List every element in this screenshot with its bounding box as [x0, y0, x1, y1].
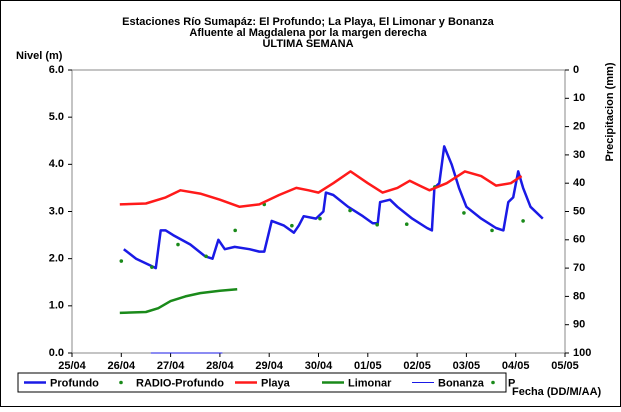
data-point: [462, 211, 466, 215]
x-tick-label: 04/05: [502, 360, 530, 372]
data-point: [490, 228, 494, 233]
x-tick-label: 27/04: [157, 360, 185, 372]
legend-label: Limonar: [348, 377, 392, 389]
y2-tick-label: 70: [573, 262, 585, 274]
y2-tick-label: 90: [573, 319, 585, 331]
y-tick-label: 0.0: [49, 347, 64, 359]
x-tick-label: 02/05: [403, 360, 431, 372]
y2-tick-label: 0: [573, 64, 579, 76]
data-point: [204, 254, 208, 259]
y2-tick-label: 10: [573, 92, 585, 104]
y2-tick-label: 30: [573, 149, 585, 161]
y2-tick-label: 60: [573, 234, 585, 246]
y2-tick-label: 50: [573, 205, 585, 217]
legend-label: Playa: [261, 377, 291, 389]
x-tick-label: 05/05: [551, 360, 579, 372]
legend-swatch: [491, 380, 495, 385]
series-line: [119, 170, 523, 209]
data-point: [375, 222, 379, 227]
chart-subtitle: Afluente al Magdalena por la margen dere…: [189, 27, 427, 39]
data-point: [290, 223, 294, 228]
data-point: [233, 228, 237, 233]
data-point: [521, 219, 525, 223]
y-tick-label: 1.0: [49, 300, 64, 312]
x-tick-label: 26/04: [108, 360, 136, 372]
y-tick-label: 6.0: [49, 64, 64, 76]
y-axis-label: Nivel (m): [16, 50, 63, 62]
x-axis-label: Fecha (DD/M/AA): [512, 386, 602, 398]
legend-label: RADIO-Profundo: [136, 377, 224, 389]
data-point: [150, 265, 154, 269]
data-point: [176, 242, 180, 247]
legend-label: P: [508, 377, 515, 389]
x-tick-label: 25/04: [58, 360, 86, 372]
legend-swatch: [119, 380, 123, 385]
x-tick-label: 28/04: [206, 360, 234, 372]
y-tick-label: 3.0: [49, 205, 64, 217]
legend-label: Profundo: [50, 377, 99, 389]
y2-tick-label: 80: [573, 290, 585, 302]
chart-title: Estaciones Río Sumapáz: El Profundo; La …: [122, 16, 495, 28]
data-point: [348, 208, 352, 213]
y2-tick-label: 40: [573, 177, 585, 189]
legend-label: Bonanza: [438, 377, 485, 389]
legend: [17, 372, 507, 393]
y2-axis-label: Precipitacion (mm): [604, 62, 616, 161]
x-tick-label: 30/04: [305, 360, 333, 372]
data-point: [404, 222, 409, 227]
x-tick-label: 01/05: [354, 360, 382, 372]
x-tick-label: 03/05: [453, 360, 481, 372]
data-point: [318, 216, 322, 221]
y-tick-label: 5.0: [49, 111, 64, 123]
y-tick-label: 2.0: [49, 253, 64, 265]
plot-area: [71, 69, 566, 354]
data-point: [119, 259, 124, 263]
chart-subtitle: ULTIMA SEMANA: [262, 38, 353, 50]
y2-tick-label: 100: [573, 347, 591, 359]
y-tick-label: 4.0: [49, 158, 64, 170]
x-tick-label: 29/04: [255, 360, 283, 372]
y2-tick-label: 20: [573, 121, 585, 133]
series-line: [119, 288, 238, 315]
